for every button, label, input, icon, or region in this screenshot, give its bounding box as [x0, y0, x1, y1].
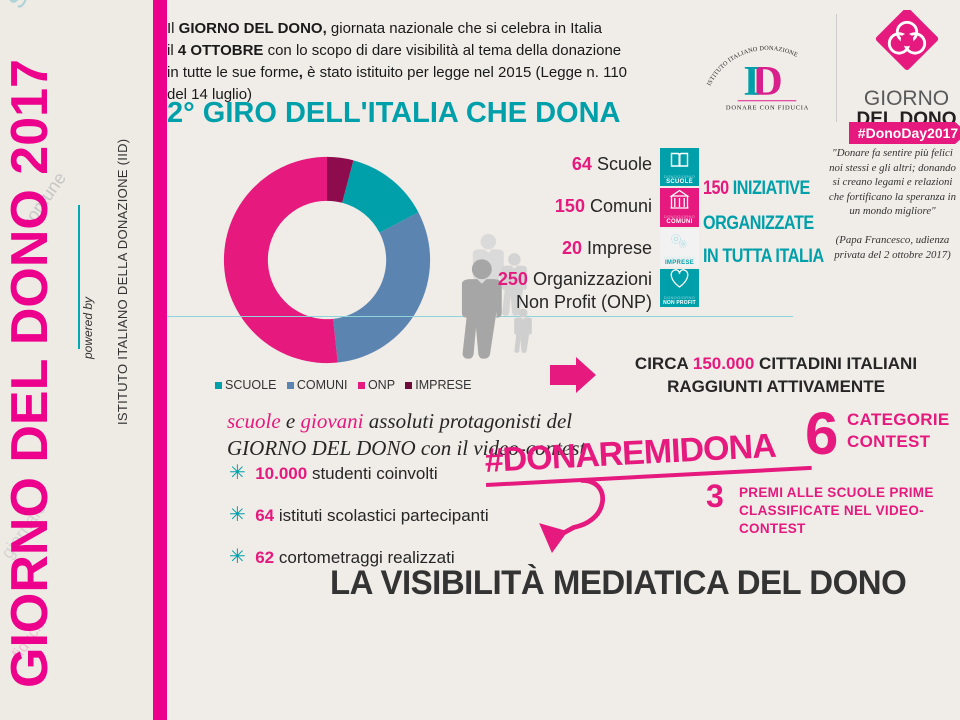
svg-text:DONARE CON FIDUCIA: DONARE CON FIDUCIA	[726, 105, 809, 112]
svg-text:speciale: speciale	[0, 0, 89, 14]
svg-text:I: I	[743, 58, 759, 105]
